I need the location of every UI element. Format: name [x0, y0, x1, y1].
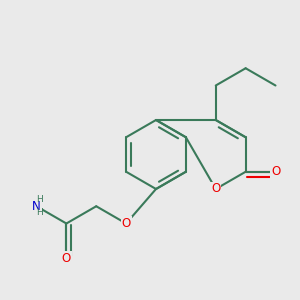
Text: O: O	[62, 251, 71, 265]
Text: N: N	[32, 200, 41, 213]
Text: O: O	[122, 217, 131, 230]
Text: O: O	[211, 182, 220, 196]
Text: H: H	[36, 195, 43, 204]
Text: O: O	[271, 165, 280, 178]
Text: H: H	[36, 208, 43, 217]
